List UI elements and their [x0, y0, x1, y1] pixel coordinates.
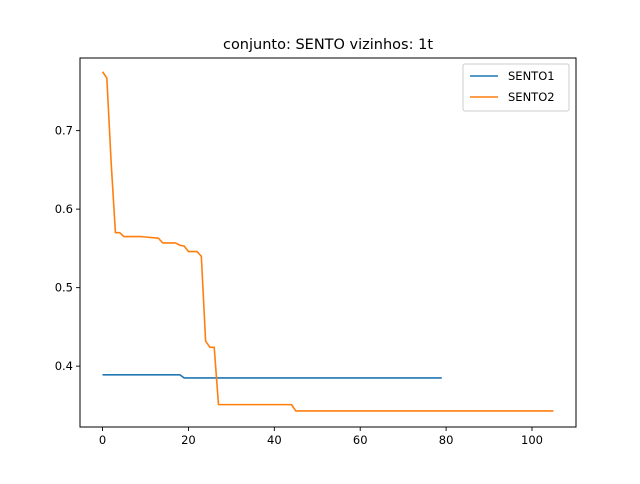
- series-line-sento2: [101, 71, 554, 412]
- y-axis: 0.4 0.5 0.6 0.7: [55, 124, 80, 373]
- x-tick-label: 0: [99, 433, 106, 447]
- x-tick-label: 80: [439, 433, 454, 447]
- y-tick-label: 0.6: [55, 202, 73, 216]
- y-tick-label: 0.5: [55, 281, 73, 295]
- x-tick-label: 20: [181, 433, 196, 447]
- plot-frame: [79, 57, 577, 428]
- x-axis: 0 20 40 60 80 100: [99, 427, 543, 447]
- y-tick-label: 0.4: [55, 359, 73, 373]
- series-layer: [101, 71, 554, 412]
- x-tick-label: 40: [267, 433, 282, 447]
- x-tick-label: 60: [353, 433, 368, 447]
- series-line-sento1: [102, 373, 442, 379]
- legend: SENTO1 SENTO2: [462, 63, 570, 112]
- x-tick-label: 100: [521, 433, 543, 447]
- legend-label-sento1: SENTO1: [508, 69, 555, 83]
- legend-label-sento2: SENTO2: [508, 90, 555, 104]
- y-tick-label: 0.7: [55, 124, 73, 138]
- chart-title: conjunto: SENTO vizinhos: 1t: [223, 37, 433, 53]
